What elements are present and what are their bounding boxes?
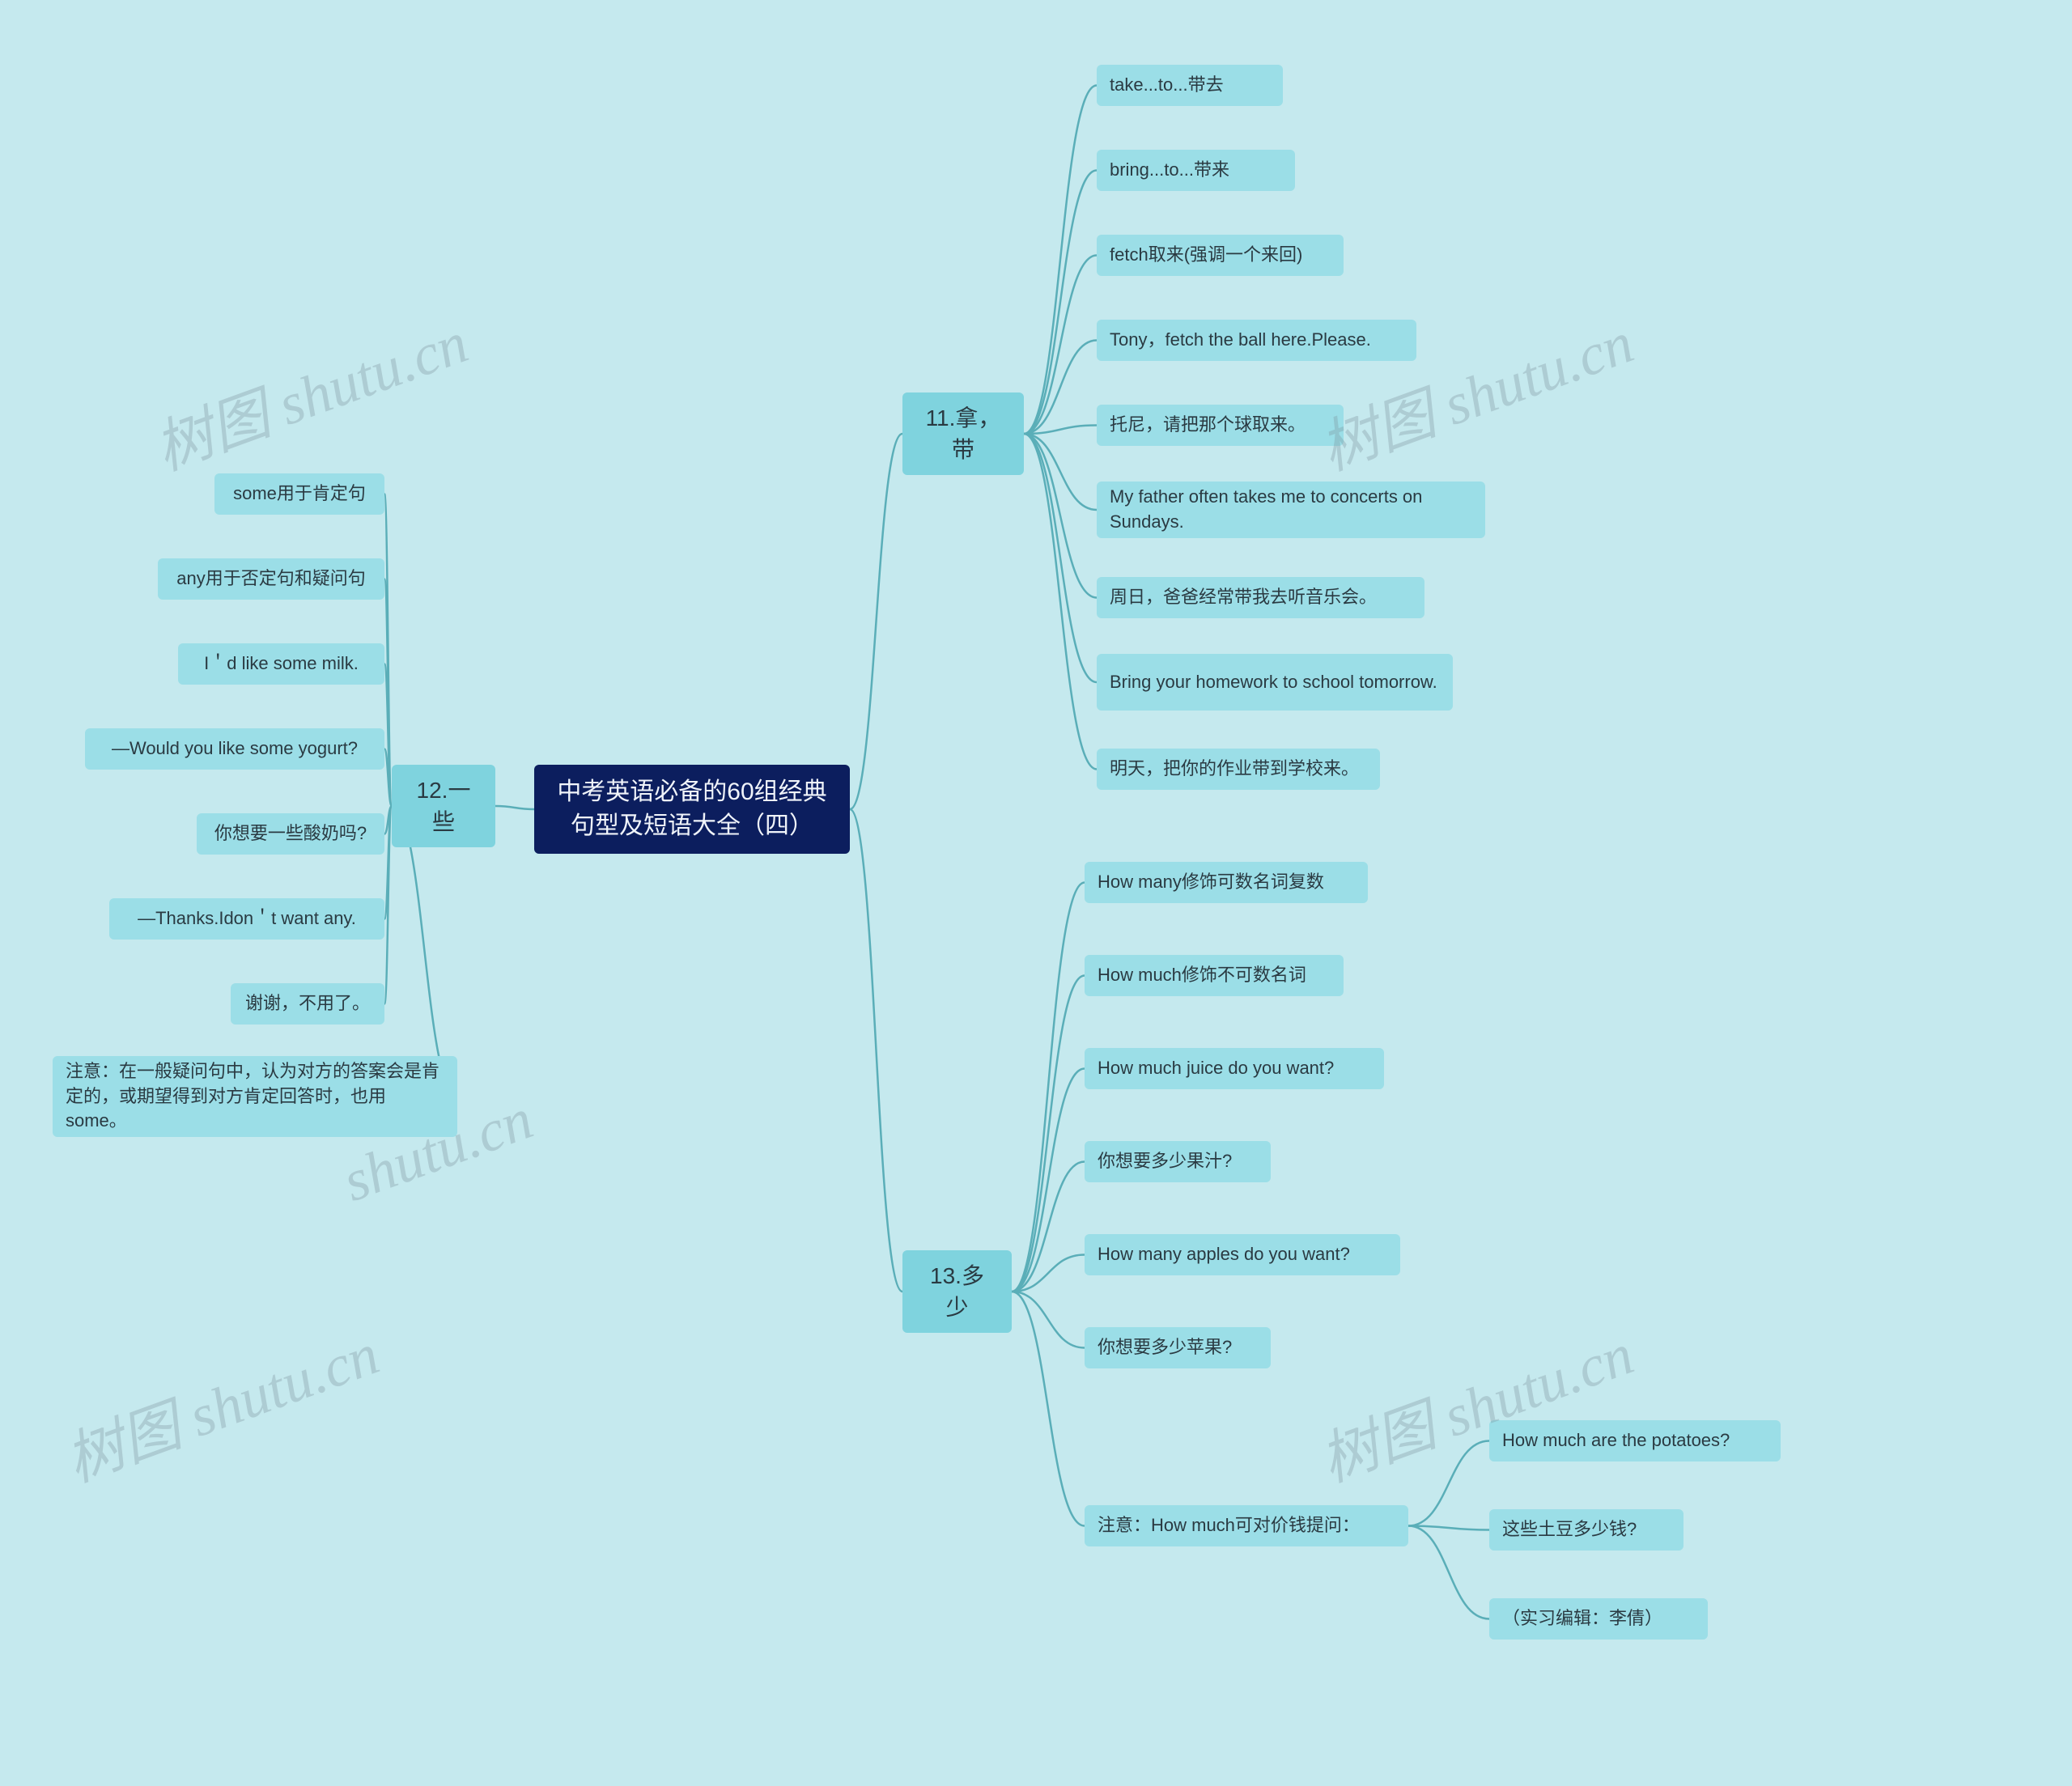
leaf-11-5: My father often takes me to concerts on …	[1097, 481, 1485, 538]
watermark: 树图 shutu.cn	[1306, 1306, 1643, 1498]
leaf-12-0: some用于肯定句	[214, 473, 384, 515]
branch-11: 11.拿，带	[902, 392, 1024, 475]
leaf-13-1: How much修饰不可数名词	[1085, 955, 1344, 996]
branch-13: 13.多少	[902, 1250, 1012, 1333]
leaf-11-8: 明天，把你的作业带到学校来。	[1097, 749, 1380, 790]
leaf-13-note-0: How much are the potatoes?	[1489, 1420, 1781, 1461]
leaf-11-3: Tony，fetch the ball here.Please.	[1097, 320, 1416, 361]
leaf-11-0: take...to...带去	[1097, 65, 1283, 106]
leaf-12-4: 你想要一些酸奶吗?	[197, 813, 384, 855]
branch-13-label: 13.多少	[920, 1260, 994, 1323]
leaf-13-5: 你想要多少苹果?	[1085, 1327, 1271, 1368]
leaf-11-6: 周日，爸爸经常带我去听音乐会。	[1097, 577, 1424, 618]
leaf-11-7: Bring your homework to school tomorrow.	[1097, 654, 1453, 711]
leaf-13-4: How many apples do you want?	[1085, 1234, 1400, 1275]
mindmap-canvas: 中考英语必备的60组经典句型及短语大全（四） 11.拿，带 13.多少 12.一…	[0, 0, 2072, 1786]
leaf-12-6: 谢谢，不用了。	[231, 983, 384, 1025]
watermark: 树图 shutu.cn	[52, 1306, 388, 1498]
leaf-12-1: any用于否定句和疑问句	[158, 558, 384, 600]
branch-11-label: 11.拿，带	[920, 402, 1006, 465]
leaf-13-note-1: 这些土豆多少钱?	[1489, 1509, 1684, 1551]
leaf-12-5: —Thanks.Idon＇t want any.	[109, 898, 384, 940]
leaf-13-0: How many修饰可数名词复数	[1085, 862, 1368, 903]
leaf-13-2: How much juice do you want?	[1085, 1048, 1384, 1089]
branch-12: 12.一些	[392, 765, 495, 847]
leaf-13-note: 注意：How much可对价钱提问：	[1085, 1505, 1408, 1546]
branch-12-label: 12.一些	[410, 774, 478, 838]
leaf-11-2: fetch取来(强调一个来回)	[1097, 235, 1344, 276]
root-node: 中考英语必备的60组经典句型及短语大全（四）	[534, 765, 850, 854]
leaf-11-1: bring...to...带来	[1097, 150, 1295, 191]
root-label: 中考英语必备的60组经典句型及短语大全（四）	[557, 775, 826, 843]
watermark: 树图 shutu.cn	[141, 295, 478, 486]
leaf-11-4: 托尼，请把那个球取来。	[1097, 405, 1344, 446]
leaf-12-3: —Would you like some yogurt?	[85, 728, 384, 770]
leaf-13-3: 你想要多少果汁?	[1085, 1141, 1271, 1182]
leaf-13-note-2: （实习编辑：李倩）	[1489, 1598, 1708, 1640]
leaf-12-7: 注意：在一般疑问句中，认为对方的答案会是肯定的，或期望得到对方肯定回答时，也用s…	[53, 1056, 457, 1137]
leaf-12-2: I＇d like some milk.	[178, 643, 384, 685]
edge-layer	[0, 0, 2072, 1786]
